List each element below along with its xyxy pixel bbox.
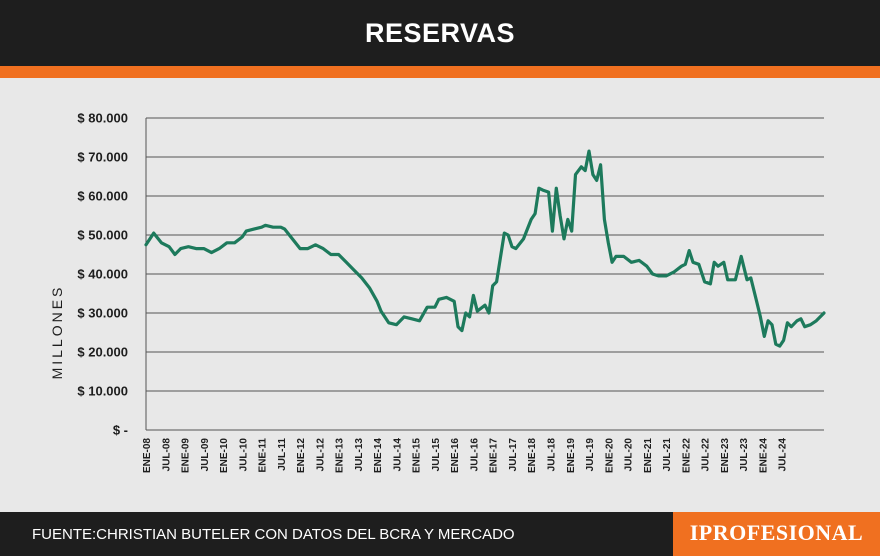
x-tick-label: ENE-18	[527, 438, 538, 473]
x-tick-label: JUL-19	[585, 438, 596, 472]
line-chart: $ - $ 10.000 $ 20.000 $ 30.000 $ 40.000 $ 50.…	[49, 111, 826, 473]
chart-title: RESERVAS	[364, 18, 516, 48]
series-layer	[144, 149, 826, 348]
x-tick-label: JUL-13	[354, 438, 365, 472]
x-tick-label: ENE-17	[489, 438, 500, 473]
footer-bar: FUENTE:CHRISTIAN BUTELER CON DATOS DEL B…	[0, 512, 880, 556]
x-tick-label: JUL-21	[662, 438, 673, 472]
chart-panel	[0, 78, 880, 512]
x-tick-label: ENE-24	[758, 438, 769, 473]
x-tick-label: ENE-19	[566, 438, 577, 473]
x-tick-label: ENE-23	[720, 438, 731, 473]
y-tick-label: $ -	[113, 423, 128, 438]
x-tick-label: ENE-13	[335, 438, 346, 473]
x-tick-label: ENE-08	[142, 438, 153, 473]
y-tick-label: $ 70.000	[77, 150, 128, 165]
x-tick-label: ENE-20	[604, 438, 615, 473]
x-tick-label: ENE-21	[643, 438, 654, 473]
brand-logo: IPROFESIONAL	[673, 512, 880, 556]
y-tick-label: $ 60.000	[77, 189, 128, 204]
x-tick-label: JUL-17	[508, 438, 519, 472]
y-tick-label: $ 50.000	[77, 228, 128, 243]
x-tick-label: ENE-22	[681, 438, 692, 473]
y-tick-label: $ 10.000	[77, 384, 128, 399]
source-note: FUENTE:CHRISTIAN BUTELER CON DATOS DEL B…	[32, 526, 515, 543]
x-tick-label: JUL-20	[624, 438, 635, 472]
x-tick-label: JUL-18	[546, 438, 557, 472]
brand-text: IPROFESIONAL	[689, 520, 864, 545]
x-tick-label: JUL-15	[431, 438, 442, 472]
x-tick-label: ENE-15	[412, 438, 423, 473]
x-tick-label: JUL-09	[200, 438, 211, 472]
x-tick-label: JUL-11	[277, 438, 288, 471]
x-tick-label: JUL-14	[392, 438, 403, 472]
x-tick-label: JUL-24	[778, 438, 789, 472]
x-tick-label: JUL-10	[238, 438, 249, 472]
grid-lines	[145, 117, 824, 431]
accent-stripe	[0, 66, 880, 78]
x-tick-label: ENE-16	[450, 438, 461, 473]
x-tick-label: JUL-16	[469, 438, 480, 472]
x-tick-label: ENE-14	[373, 438, 384, 473]
y-axis-ticks: $ - $ 10.000 $ 20.000 $ 30.000 $ 40.000 $ 50.…	[77, 111, 128, 438]
x-tick-label: JUL-23	[739, 438, 750, 472]
header-bar: RESERVAS	[0, 0, 880, 66]
y-tick-label: $ 80.000	[77, 111, 128, 126]
x-axis-ticks: ENE-08 JUL-08 ENE-09 JUL-09 ENE-10 JUL-10 ENE-…	[142, 438, 789, 473]
series-line-reservas	[144, 149, 826, 348]
y-tick-label: $ 20.000	[77, 345, 128, 360]
y-tick-label: $ 40.000	[77, 267, 128, 282]
x-tick-label: JUL-08	[161, 438, 172, 472]
x-tick-label: JUL-12	[315, 438, 326, 472]
y-tick-label: $ 30.000	[77, 306, 128, 321]
x-tick-label: ENE-11	[258, 438, 269, 473]
x-tick-label: ENE-12	[296, 438, 307, 473]
x-tick-label: ENE-10	[219, 438, 230, 473]
y-axis-label: MILLONES	[49, 285, 65, 380]
x-tick-label: ENE-09	[181, 438, 192, 473]
x-tick-label: JUL-22	[701, 438, 712, 472]
